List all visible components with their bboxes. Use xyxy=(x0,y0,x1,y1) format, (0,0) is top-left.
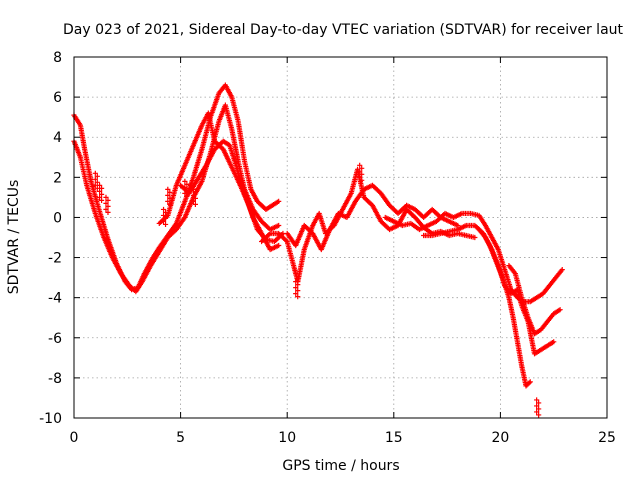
y-tick-label: -4 xyxy=(48,291,62,307)
data-point xyxy=(551,339,557,345)
data-point xyxy=(295,294,301,300)
y-tick-label: -6 xyxy=(48,331,62,347)
data-point xyxy=(559,266,565,273)
data-point xyxy=(98,197,105,203)
data-point xyxy=(165,192,171,198)
data-point xyxy=(92,176,98,182)
data-point xyxy=(94,179,100,185)
data-point xyxy=(167,195,173,201)
y-tick-label: 2 xyxy=(53,170,62,186)
data-point xyxy=(167,189,173,195)
data-point xyxy=(295,282,301,288)
data-point xyxy=(105,197,111,203)
axis-ticks: 0 5 10 15 20 25 -10 -8 -6 -4 -2 0 2 4 6 8 xyxy=(39,50,616,446)
data-point xyxy=(98,185,105,191)
data-point xyxy=(96,194,103,200)
data-point xyxy=(536,400,542,406)
x-tick-label: 20 xyxy=(491,430,509,446)
data-point xyxy=(160,218,167,225)
data-point xyxy=(190,192,196,198)
data-point xyxy=(192,189,198,195)
data-point xyxy=(167,201,173,207)
data-point xyxy=(536,412,542,418)
grid-lines xyxy=(74,57,607,418)
data-point xyxy=(103,200,109,206)
data-point xyxy=(295,288,301,294)
x-tick-label: 25 xyxy=(598,430,616,446)
y-axis-label: SDTVAR / TECUs xyxy=(6,180,22,295)
data-point xyxy=(190,186,196,192)
data-point xyxy=(534,409,540,415)
data-point xyxy=(293,291,299,297)
data-point xyxy=(190,198,196,204)
data-point xyxy=(359,177,365,183)
data-point xyxy=(165,186,171,192)
data-point xyxy=(103,206,109,212)
data-point xyxy=(184,181,190,187)
data-point xyxy=(534,403,540,409)
data-point xyxy=(557,307,563,313)
data-point xyxy=(276,198,282,204)
x-tick-label: 15 xyxy=(385,430,403,446)
data-point xyxy=(162,215,169,222)
data-point xyxy=(96,188,103,194)
data-point xyxy=(105,203,111,209)
data-point xyxy=(98,191,105,197)
data-point xyxy=(293,279,299,285)
data-point xyxy=(276,222,282,229)
data-point xyxy=(293,285,299,291)
y-tick-label: 0 xyxy=(53,210,62,226)
data-point xyxy=(357,162,363,168)
data-point xyxy=(160,212,167,219)
data-point xyxy=(359,171,365,177)
data-points xyxy=(71,82,565,418)
data-point xyxy=(182,190,188,196)
y-tick-label: -10 xyxy=(39,411,62,427)
data-point xyxy=(526,380,532,386)
chart-title: Day 023 of 2021, Sidereal Day-to-day VTE… xyxy=(63,22,624,38)
data-point xyxy=(534,397,540,403)
data-point xyxy=(357,174,363,180)
data-point xyxy=(276,242,282,249)
data-point xyxy=(160,206,167,213)
data-point xyxy=(472,234,478,241)
data-point xyxy=(103,194,109,200)
data-point xyxy=(192,201,198,207)
x-tick-label: 5 xyxy=(176,430,185,446)
y-tick-label: 4 xyxy=(53,130,62,146)
data-point xyxy=(94,173,100,179)
y-tick-label: 8 xyxy=(53,50,62,66)
data-point xyxy=(359,165,365,171)
data-point xyxy=(165,198,171,204)
data-point xyxy=(96,182,103,188)
data-point xyxy=(527,379,533,385)
plot-frame xyxy=(73,56,608,419)
y-tick-label: -2 xyxy=(48,251,62,267)
data-point xyxy=(162,209,169,216)
y-tick-label: 6 xyxy=(53,90,62,106)
data-point xyxy=(105,209,111,215)
data-point xyxy=(92,170,98,176)
data-point xyxy=(162,221,169,228)
x-tick-label: 0 xyxy=(70,430,79,446)
data-point xyxy=(182,178,188,184)
x-tick-label: 10 xyxy=(278,430,296,446)
data-point xyxy=(182,184,188,190)
y-tick-label: -8 xyxy=(48,371,62,387)
data-point xyxy=(357,168,363,174)
data-point xyxy=(536,406,542,412)
data-point xyxy=(192,195,198,201)
x-axis-label: GPS time / hours xyxy=(282,458,399,474)
data-point xyxy=(184,193,190,199)
data-point xyxy=(184,187,190,193)
